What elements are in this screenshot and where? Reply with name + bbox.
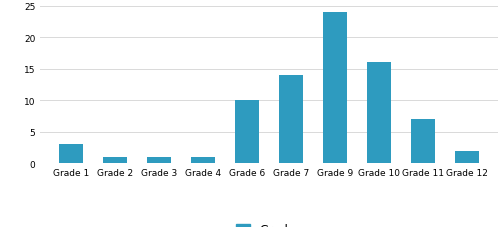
Bar bbox=[235, 101, 259, 163]
Bar bbox=[367, 63, 391, 163]
Bar bbox=[147, 157, 171, 163]
Bar bbox=[103, 157, 127, 163]
Bar bbox=[411, 120, 435, 163]
Bar bbox=[323, 13, 347, 163]
Bar bbox=[191, 157, 215, 163]
Legend: Grades: Grades bbox=[232, 220, 306, 227]
Bar bbox=[279, 76, 303, 163]
Bar bbox=[455, 151, 479, 163]
Bar bbox=[59, 145, 83, 163]
